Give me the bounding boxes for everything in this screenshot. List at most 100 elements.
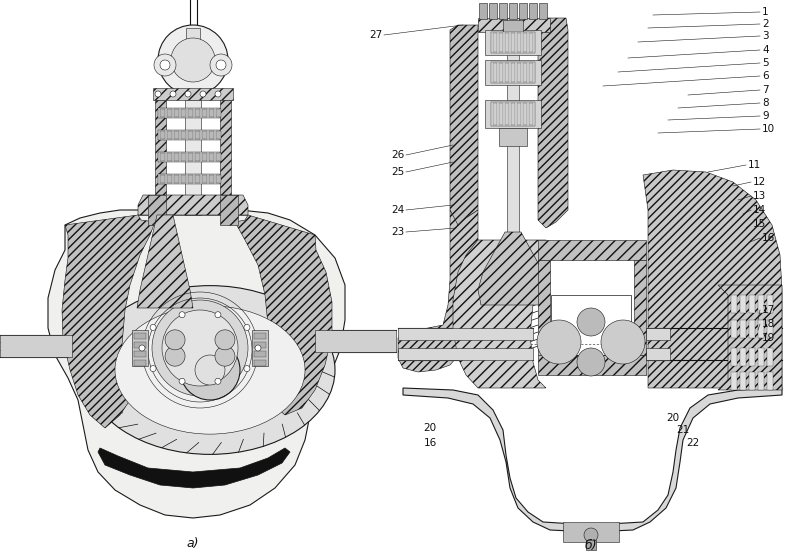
Circle shape xyxy=(162,310,238,386)
Bar xyxy=(209,109,214,117)
Bar xyxy=(158,108,220,118)
Bar xyxy=(499,33,503,52)
Text: б): б) xyxy=(585,539,597,551)
Circle shape xyxy=(185,91,191,97)
Polygon shape xyxy=(62,215,155,428)
Bar xyxy=(195,175,200,183)
Bar xyxy=(188,131,193,139)
Bar xyxy=(315,330,396,352)
Bar xyxy=(749,320,755,338)
Bar xyxy=(539,3,547,19)
Text: 4: 4 xyxy=(762,45,769,55)
Bar xyxy=(767,348,773,366)
Bar xyxy=(731,348,737,366)
Bar xyxy=(202,109,207,117)
Bar xyxy=(529,103,533,125)
Bar xyxy=(529,3,537,19)
Circle shape xyxy=(244,365,250,371)
Circle shape xyxy=(215,378,221,384)
Bar xyxy=(188,175,193,183)
Text: 20: 20 xyxy=(667,413,680,423)
Circle shape xyxy=(155,91,161,97)
Bar xyxy=(563,522,619,542)
Bar xyxy=(188,153,193,161)
Bar xyxy=(731,320,737,338)
Bar xyxy=(491,102,535,126)
Bar xyxy=(155,100,166,215)
Bar xyxy=(505,33,509,52)
Bar xyxy=(485,60,541,85)
Polygon shape xyxy=(453,240,546,388)
Bar xyxy=(740,348,746,366)
Text: 16: 16 xyxy=(762,233,775,243)
Polygon shape xyxy=(138,195,248,215)
Circle shape xyxy=(255,345,261,351)
Ellipse shape xyxy=(115,306,305,434)
Polygon shape xyxy=(98,448,290,488)
Bar xyxy=(254,342,266,348)
Bar xyxy=(731,295,737,313)
Circle shape xyxy=(215,312,221,318)
Bar xyxy=(186,28,200,60)
Bar xyxy=(509,3,517,19)
Polygon shape xyxy=(450,25,478,225)
Bar xyxy=(646,328,670,340)
Bar xyxy=(158,152,220,162)
Bar xyxy=(511,63,515,82)
Circle shape xyxy=(154,54,176,76)
Bar xyxy=(216,131,221,139)
Bar xyxy=(167,109,172,117)
Bar xyxy=(209,131,214,139)
Bar xyxy=(485,100,541,128)
Polygon shape xyxy=(137,215,193,308)
Bar xyxy=(503,20,523,32)
Text: 22: 22 xyxy=(686,438,700,448)
Text: 27: 27 xyxy=(369,30,382,40)
Bar xyxy=(132,330,148,366)
Bar xyxy=(749,348,755,366)
Bar xyxy=(517,33,521,52)
Bar xyxy=(749,295,755,313)
Bar xyxy=(174,131,179,139)
Circle shape xyxy=(215,330,235,350)
Bar xyxy=(202,131,207,139)
Bar xyxy=(148,195,166,225)
Circle shape xyxy=(210,54,232,76)
Circle shape xyxy=(601,320,645,364)
Bar xyxy=(485,30,541,55)
Text: 15: 15 xyxy=(753,219,766,229)
Bar xyxy=(505,103,509,125)
Bar xyxy=(0,335,72,357)
Bar xyxy=(195,109,200,117)
Bar xyxy=(529,33,533,52)
Bar xyxy=(499,63,503,82)
Bar xyxy=(202,175,207,183)
Bar xyxy=(134,351,146,357)
Bar xyxy=(174,175,179,183)
Bar xyxy=(551,295,631,355)
Bar xyxy=(174,109,179,117)
Bar xyxy=(254,360,266,366)
Bar xyxy=(181,131,186,139)
Text: 16: 16 xyxy=(424,438,437,448)
Bar xyxy=(499,128,527,146)
Polygon shape xyxy=(538,240,646,260)
Bar xyxy=(493,103,497,125)
Bar xyxy=(731,372,737,390)
Text: 12: 12 xyxy=(753,177,766,187)
Circle shape xyxy=(537,320,581,364)
Bar xyxy=(493,33,497,52)
Polygon shape xyxy=(538,260,550,355)
Text: 5: 5 xyxy=(762,58,769,68)
Text: 8: 8 xyxy=(762,98,769,108)
Circle shape xyxy=(216,60,226,70)
Bar xyxy=(767,372,773,390)
Polygon shape xyxy=(538,18,568,228)
Bar xyxy=(254,333,266,339)
Circle shape xyxy=(165,346,185,366)
Text: 7: 7 xyxy=(762,85,769,95)
Circle shape xyxy=(139,345,145,351)
Bar xyxy=(523,63,527,82)
Text: 20: 20 xyxy=(424,423,436,433)
Bar xyxy=(158,130,220,140)
